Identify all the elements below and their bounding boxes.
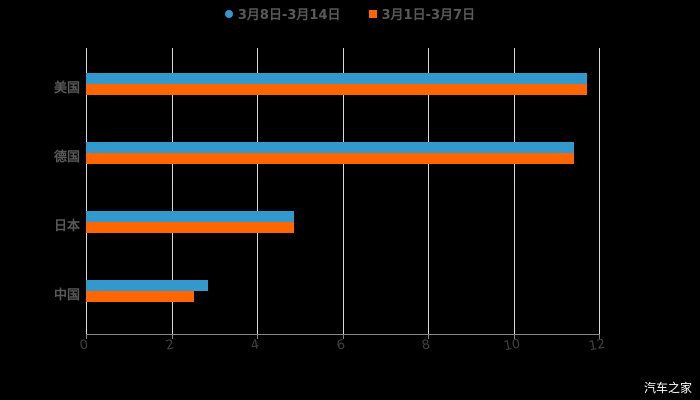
x-tick-label: 8: [420, 337, 432, 354]
gridline: [86, 48, 87, 334]
gridline: [257, 48, 258, 334]
gridline: [599, 48, 600, 334]
x-tick-label: 0: [78, 337, 90, 354]
x-tick: [428, 334, 429, 339]
x-tick: [342, 334, 344, 339]
y-category-label: 德国: [53, 150, 80, 165]
bar: [86, 211, 295, 222]
bar: [86, 280, 208, 291]
gridline: [171, 48, 173, 334]
chart-legend: 3月8日-3月14日 3月1日-3月7日: [0, 4, 700, 23]
y-category-label: 日本: [53, 219, 80, 234]
legend-item-series-1: 3月8日-3月14日: [224, 4, 341, 23]
x-tick: [171, 334, 173, 339]
x-tick-label: 2: [164, 337, 175, 354]
legend-marker-circle-icon: [224, 9, 233, 18]
plot-area: [86, 48, 600, 334]
x-tick-label: 12: [587, 336, 607, 355]
legend-label: 3月1日-3月7日: [381, 8, 476, 23]
bar: [86, 291, 195, 302]
bar: [86, 84, 588, 95]
x-tick: [513, 334, 515, 339]
gridline: [513, 48, 515, 334]
legend-marker-square-icon: [368, 9, 377, 18]
x-tick-label: 4: [249, 337, 261, 354]
bar: [86, 153, 575, 164]
watermark: 汽车之家: [643, 381, 692, 395]
y-category-label: 美国: [53, 81, 80, 96]
y-category-label: 中国: [53, 288, 80, 303]
gridline: [428, 48, 429, 334]
x-tick: [599, 334, 600, 339]
x-tick: [86, 334, 87, 339]
legend-item-series-2: 3月1日-3月7日: [368, 4, 476, 23]
x-tick: [257, 334, 258, 339]
bar: [86, 222, 295, 233]
bar: [86, 142, 575, 153]
bar: [86, 73, 588, 84]
x-tick-label: 10: [502, 336, 521, 355]
legend-label: 3月8日-3月14日: [237, 8, 341, 23]
gridline: [342, 48, 344, 334]
x-tick-label: 6: [335, 337, 346, 354]
